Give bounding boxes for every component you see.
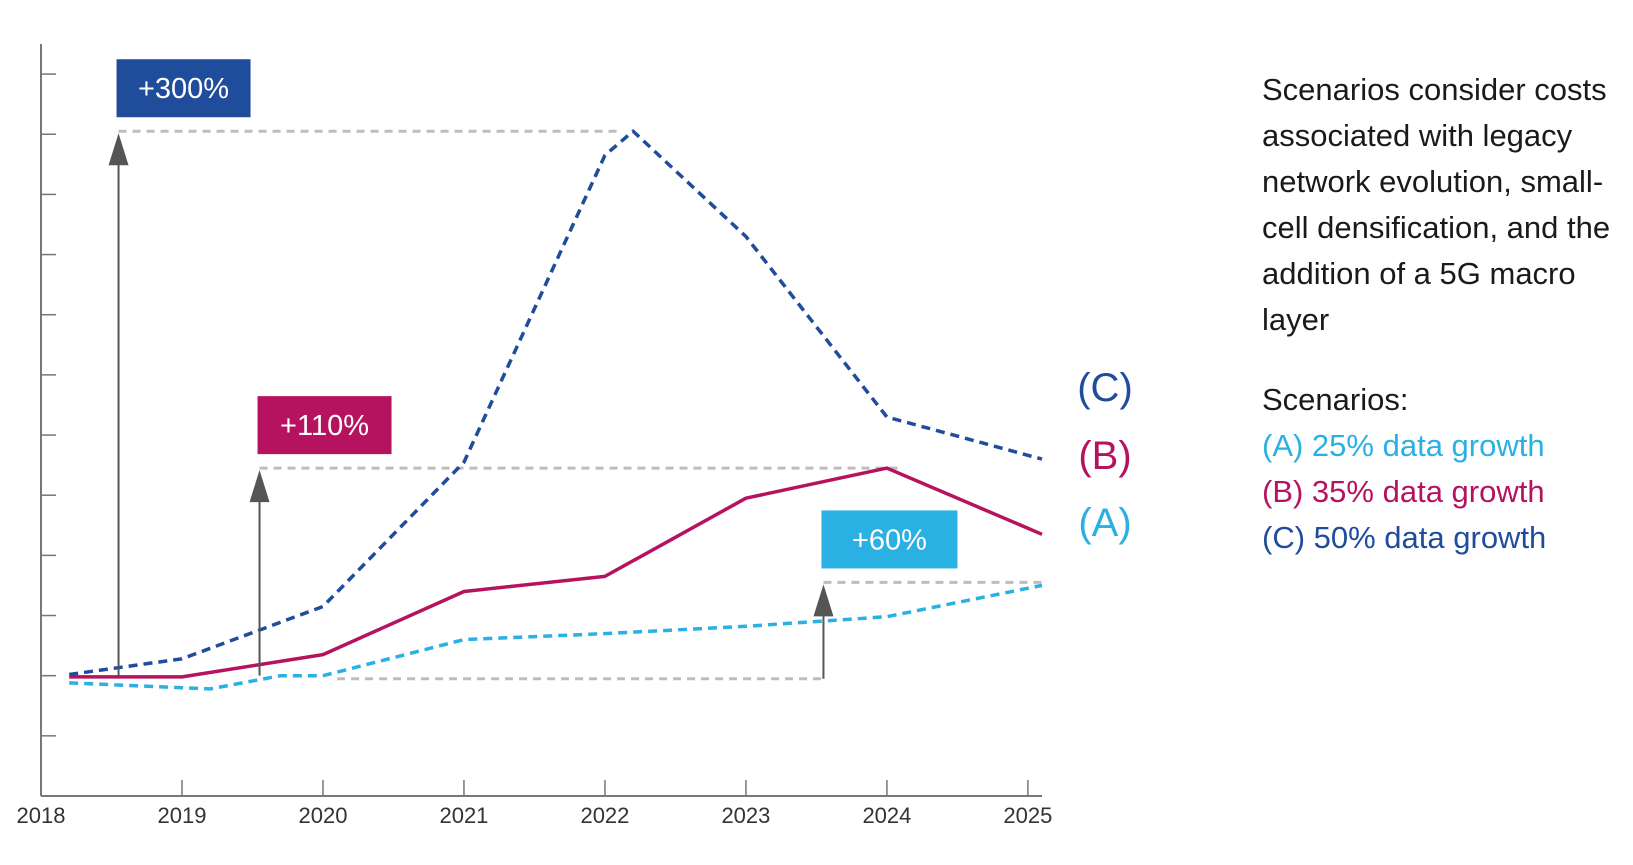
growth-label: +300% bbox=[138, 73, 229, 105]
legend: Scenarios: (A) 25% data growth (B) 35% d… bbox=[1262, 377, 1632, 561]
legend-item-b: (B) 35% data growth bbox=[1262, 474, 1545, 509]
chart-axes: 2018 2019 2020 2021 2022 2023 2024 2025 bbox=[17, 44, 1052, 828]
reference-lines bbox=[118, 129, 1042, 681]
growth-arrow-head bbox=[108, 133, 129, 166]
x-tick-label: 2022 bbox=[580, 803, 629, 828]
x-tick-label: 2025 bbox=[1003, 803, 1052, 828]
growth-arrow-head bbox=[813, 584, 834, 617]
scenario-note: Scenarios consider costs associated with… bbox=[1262, 72, 1611, 337]
series-end-label: (C) bbox=[1077, 366, 1133, 410]
series-end-label: (B) bbox=[1078, 434, 1131, 478]
legend-title: Scenarios: bbox=[1262, 382, 1409, 417]
growth-label: +110% bbox=[280, 410, 369, 442]
series-end-label: (A) bbox=[1078, 501, 1131, 545]
series-end-labels: (C) (B) (A) bbox=[1077, 366, 1133, 545]
x-tick-label: 2023 bbox=[721, 803, 770, 828]
series-line-b bbox=[69, 466, 1043, 679]
growth-annotations: +300% +110% +60% bbox=[108, 59, 958, 679]
data-series bbox=[68, 129, 1043, 691]
x-tick-label: 2021 bbox=[439, 803, 488, 828]
legend-item-a: (A) 25% data growth bbox=[1262, 428, 1545, 463]
growth-label-box bbox=[257, 396, 392, 455]
series-line-c bbox=[68, 129, 1043, 677]
growth-arrow-head bbox=[249, 470, 270, 503]
x-tick-label: 2019 bbox=[158, 803, 207, 828]
legend-item-c: (C) 50% data growth bbox=[1262, 520, 1547, 555]
growth-label: +60% bbox=[852, 524, 927, 556]
x-tick-label: 2018 bbox=[17, 803, 66, 828]
series-line-a bbox=[69, 583, 1043, 691]
growth-label-box bbox=[821, 510, 958, 569]
x-tick-label: 2024 bbox=[862, 803, 911, 828]
x-tick-label: 2020 bbox=[298, 803, 347, 828]
growth-label-box bbox=[116, 59, 251, 118]
